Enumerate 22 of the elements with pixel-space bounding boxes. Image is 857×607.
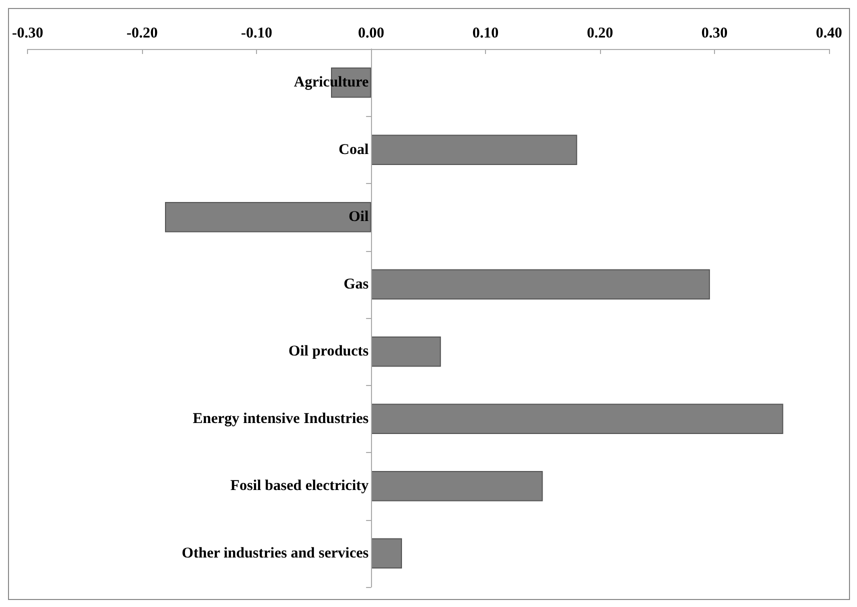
bar	[371, 404, 784, 434]
x-tick-label: 0.00	[358, 26, 384, 42]
bar	[371, 538, 402, 569]
y-tick-label: Fosil based electricity	[230, 478, 370, 494]
y-tick-label: Oil	[348, 209, 369, 226]
x-tick-label: 0.40	[816, 26, 842, 42]
x-tick-label: 0.30	[701, 26, 728, 42]
y-tick-label: Oil products	[288, 344, 369, 360]
x-tick-label: 0.20	[586, 26, 614, 42]
bar	[165, 202, 372, 232]
x-tick-label: -0.30	[12, 26, 44, 42]
x-tick-label: 0.10	[472, 26, 499, 42]
y-tick-label: Gas	[344, 276, 369, 292]
bar	[371, 134, 578, 166]
x-tick-label: -0.20	[126, 26, 158, 42]
y-tick-label: Coal	[338, 142, 369, 158]
y-tick-label: Energy intensive Industries	[192, 410, 369, 427]
bar	[371, 336, 441, 367]
x-tick-label: -0.10	[240, 26, 272, 42]
bar	[371, 269, 710, 300]
y-tick-label: Other industries and services	[182, 545, 369, 562]
bar	[371, 470, 543, 502]
